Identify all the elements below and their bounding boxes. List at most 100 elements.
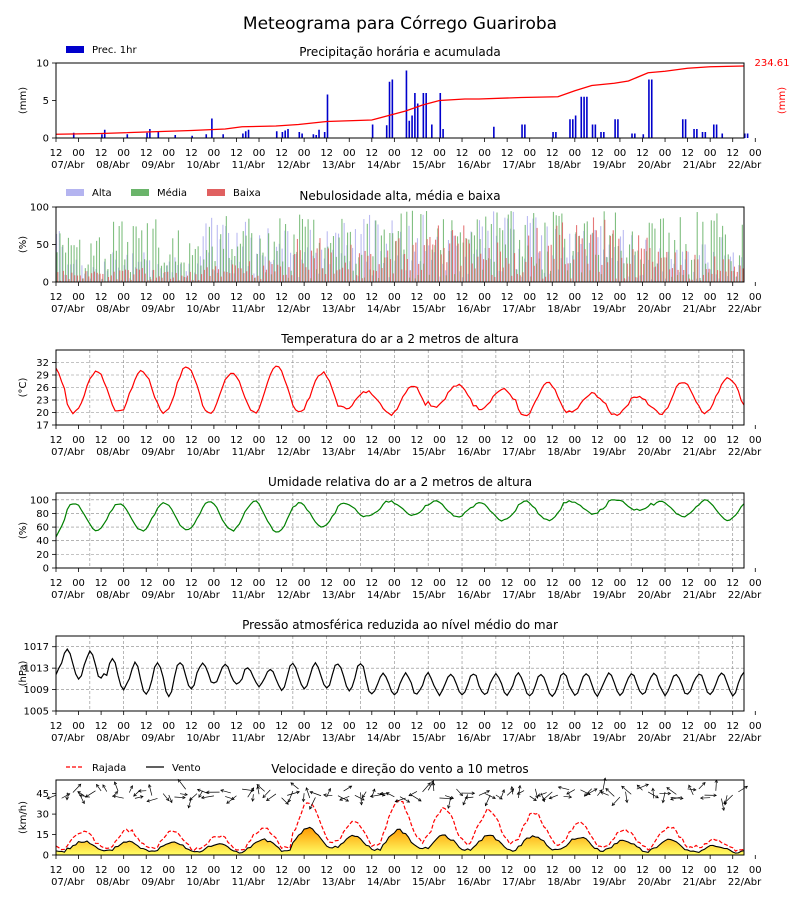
cloud-bar-low (102, 273, 104, 282)
wind-arrow-head (78, 794, 83, 798)
x-tick-hour: 12 (50, 292, 63, 303)
cloud-bar-mid (313, 219, 315, 282)
x-tick-hour: 00 (117, 435, 130, 446)
cloud-bar-mid (375, 220, 377, 282)
cloud-bar-low (344, 262, 346, 282)
cloud-bar-mid (519, 239, 521, 282)
x-tick-date: 19/Abr (593, 447, 627, 458)
cloud-bar-low (404, 253, 406, 282)
cloud-bar-low (711, 273, 713, 282)
x-tick-hour: 12 (546, 292, 559, 303)
cloud-bar-high (239, 261, 241, 282)
x-tick-date: 12/Abr (277, 733, 311, 744)
cloud-bar-low (130, 279, 132, 282)
x-tick-hour: 12 (501, 435, 514, 446)
x-tick-hour: 12 (591, 578, 604, 589)
cloud-bar-low (237, 268, 239, 282)
cloud-bar-low (150, 279, 152, 282)
x-tick-hour: 12 (365, 578, 378, 589)
cloud-bar-high (555, 228, 557, 282)
cloud-bar-low (74, 275, 76, 282)
x-tick-date: 18/Abr (547, 304, 581, 315)
precip-bar (318, 129, 320, 138)
cloud-bar-mid (214, 261, 216, 282)
cloud-bar-low (547, 245, 549, 282)
x-tick-hour: 12 (726, 578, 739, 589)
cloud-bar-low (327, 248, 329, 282)
x-tick-hour: 00 (478, 435, 491, 446)
cloud-bar-mid (586, 221, 588, 282)
wind-arrow-head (348, 785, 353, 789)
y-tick-label: 60 (36, 523, 49, 534)
cloud-bar-low (528, 235, 530, 282)
precip-bar (281, 132, 284, 138)
cloud-bar-low (454, 235, 456, 282)
x-tick-hour: 00 (208, 721, 221, 732)
x-tick-hour: 00 (523, 578, 536, 589)
cloud-bar-mid (724, 234, 726, 282)
wind-arrow-head (226, 800, 230, 804)
wind-arrow-head (447, 805, 451, 809)
x-tick-hour: 00 (614, 435, 627, 446)
cloud-bar-high (594, 229, 596, 282)
cloud-bar-low (389, 259, 392, 282)
x-tick-date: 09/Abr (141, 304, 175, 315)
humidity-line (55, 499, 745, 538)
x-tick-date: 21/Abr (683, 877, 717, 888)
cloud-bar-high (306, 247, 309, 282)
cloud-bar-high (402, 254, 404, 282)
cloud-bar-mid (355, 263, 357, 282)
cloud-bar-low (198, 280, 200, 282)
cloud-bar-mid (544, 222, 546, 282)
wind-arrow-head (406, 799, 411, 803)
y-tick-label: 100 (30, 495, 49, 506)
precip-bar (693, 129, 695, 138)
cloud-bar-high (318, 273, 320, 282)
cloud-bar-low (85, 271, 87, 282)
cloud-bar-mid (527, 245, 529, 282)
cloud-bar-high (560, 258, 562, 282)
cloud-bar-high (222, 224, 224, 282)
precip-bar (388, 81, 391, 138)
cloud-bar-high (337, 233, 340, 282)
cloud-bar-high (507, 218, 509, 282)
x-tick-hour: 00 (704, 148, 717, 159)
wind-direction-arrow (558, 786, 570, 791)
cloud-bar-low (463, 225, 465, 282)
wind-arrow-head (200, 795, 205, 800)
x-tick-hour: 12 (95, 865, 108, 876)
cloud-bar-mid (414, 278, 416, 282)
cloud-bar-low (370, 253, 372, 282)
wind-arrow-head (499, 796, 503, 800)
cloud-bar-mid (79, 239, 81, 282)
y-tick-label: 26 (36, 383, 49, 394)
wind-direction-arrow (61, 793, 70, 799)
cloud-bar-high (253, 273, 255, 282)
x-tick-date: 20/Abr (638, 877, 672, 888)
legend-swatch-cloud (131, 189, 149, 196)
wind-arrow-head (583, 793, 588, 797)
cloud-bar-low (618, 238, 620, 282)
wind-direction-arrow (652, 788, 655, 799)
cloud-bar-mid (132, 226, 134, 282)
cloud-bar-low (161, 277, 163, 282)
cloud-bar-low (358, 253, 361, 282)
cloud-bar-mid (104, 258, 106, 282)
cloud-bar-mid (397, 231, 399, 282)
wind-direction-arrow (662, 791, 666, 803)
cloud-bar-low (440, 254, 442, 282)
wind-arrow-head (309, 806, 313, 810)
cloud-bar-mid (56, 252, 58, 282)
x-tick-hour: 00 (298, 435, 311, 446)
cloud-bar-mid (423, 263, 425, 282)
cloud-bar-mid (183, 262, 185, 282)
y-tick-label: 17 (36, 421, 49, 432)
y-tick-label: 1013 (24, 664, 49, 675)
cloud-bar-high (498, 270, 500, 282)
wind-direction-arrow (266, 793, 277, 801)
cloud-bar-low (714, 256, 716, 282)
cloud-bar-low (119, 270, 121, 282)
x-tick-date: 14/Abr (367, 160, 401, 171)
wind-arrow-head (296, 790, 300, 795)
cloud-bar-low (257, 275, 259, 282)
